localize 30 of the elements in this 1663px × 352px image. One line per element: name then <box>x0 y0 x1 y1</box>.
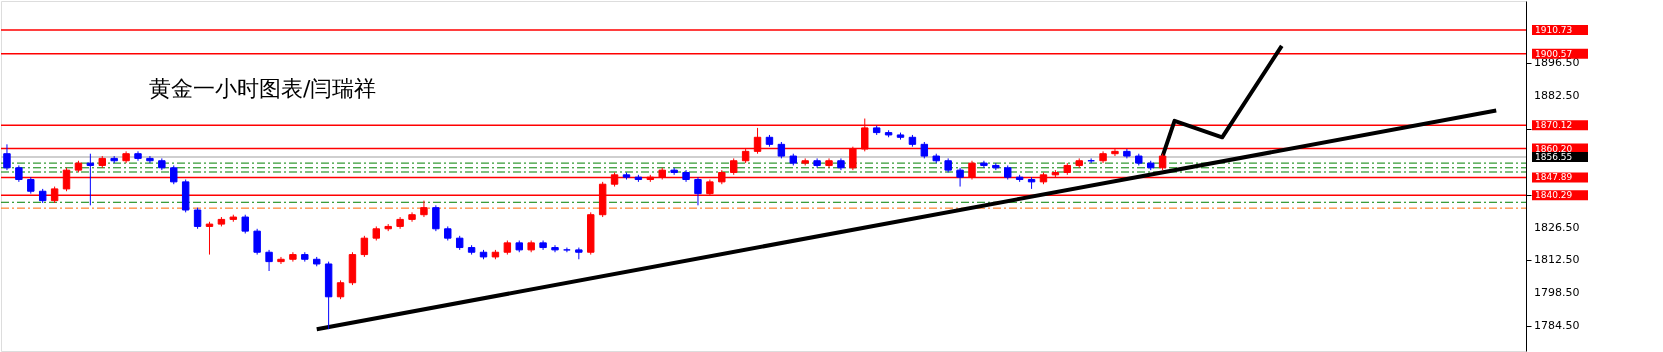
candlestick <box>694 176 702 206</box>
text: 黄金一小时图表/闫瑞祥 <box>149 76 377 101</box>
ref-line-label: 1856.55 <box>1535 152 1573 163</box>
candlestick <box>420 200 428 218</box>
ref-line-label: 1847.89 <box>1535 172 1573 183</box>
candlestick <box>956 167 964 188</box>
candlestick <box>205 221 214 256</box>
ref-line-label: 1840.29 <box>1535 190 1573 201</box>
candlestick <box>253 228 261 256</box>
candlestick <box>86 153 95 206</box>
candlestick <box>360 235 369 258</box>
y-tick-label: 1784.50 <box>1534 319 1580 333</box>
y-tick-label: 1798.50 <box>1534 286 1580 300</box>
y-tick-label: 1812.50 <box>1534 253 1580 267</box>
ref-line-label: 1910.73 <box>1535 25 1573 36</box>
candlestick <box>193 207 202 230</box>
ref-line-label: 1900.57 <box>1535 48 1573 59</box>
candlestick <box>432 204 440 232</box>
candlestick <box>170 164 178 185</box>
y-tick-label: 1826.50 <box>1534 220 1580 234</box>
y-tick-label: 1896.50 <box>1534 56 1580 70</box>
candlestick <box>277 256 285 265</box>
ref-line-label: 1860.20 <box>1535 143 1573 154</box>
candlestick <box>146 155 154 164</box>
y-tick-label: 1882.50 <box>1534 89 1580 103</box>
candlestick <box>3 143 11 171</box>
candlestick <box>336 279 345 300</box>
ref-line-label: 1870.12 <box>1535 120 1573 131</box>
candlestick <box>241 214 249 234</box>
candlestick <box>265 249 273 272</box>
